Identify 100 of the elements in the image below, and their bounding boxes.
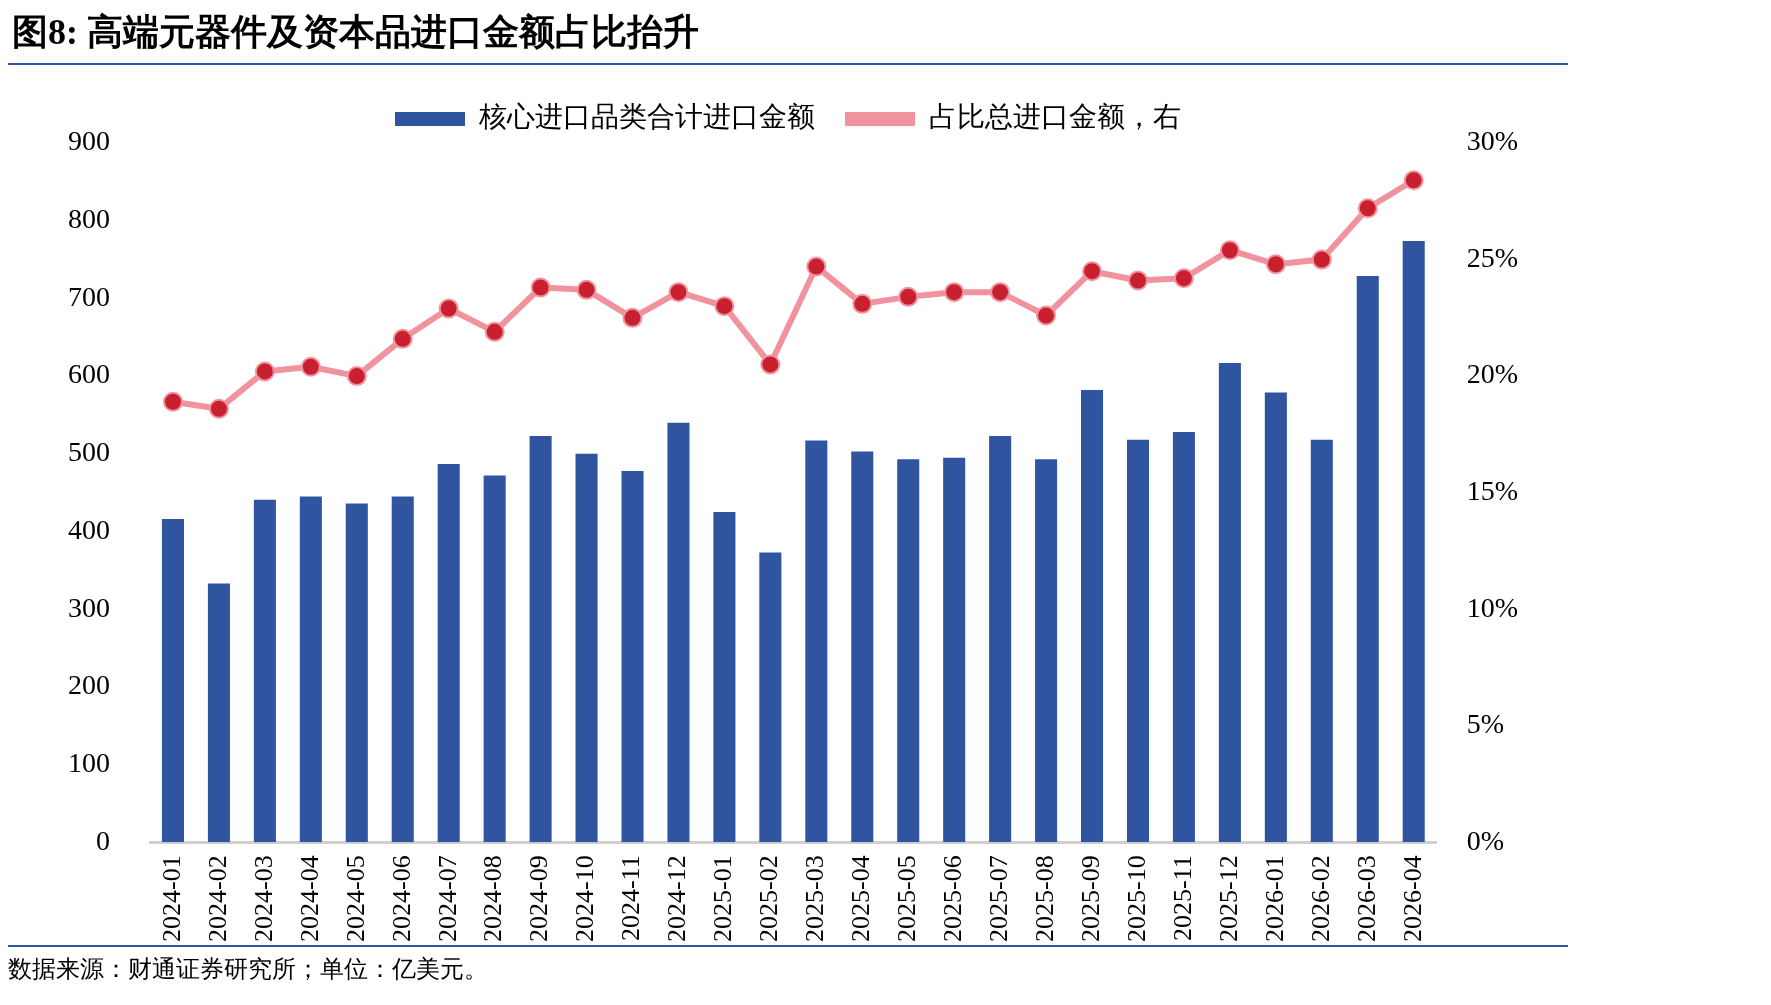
point: [990, 282, 1011, 303]
y-tick-label: 300: [68, 591, 110, 623]
bar: [805, 440, 828, 843]
point: [806, 256, 827, 277]
y2-tick-label: 15%: [1466, 475, 1518, 507]
bar: [1356, 275, 1379, 843]
x-tick-label: 2024-08: [478, 855, 508, 943]
x-tick-label: 2024-05: [340, 855, 370, 943]
y-tick-label: 600: [68, 358, 110, 390]
bar: [437, 463, 460, 843]
point: [1082, 261, 1103, 282]
point: [1265, 254, 1286, 275]
x-tick-label: 2025-12: [1213, 855, 1243, 943]
x-tick-label: 2026-03: [1351, 855, 1381, 943]
bar: [621, 470, 644, 843]
x-tick-label: 2024-09: [524, 855, 554, 943]
y2-tick-label: 5%: [1466, 708, 1504, 740]
x-tick-label: 2025-03: [800, 855, 830, 943]
x-tick-label: 2025-08: [1029, 855, 1059, 943]
x-tick-label: 2026-01: [1259, 855, 1289, 943]
point: [1357, 198, 1378, 219]
x-tick-label: 2025-11: [1167, 855, 1197, 942]
y-tick-label: 900: [68, 125, 110, 157]
x-tick-label: 2026-02: [1305, 855, 1335, 943]
point: [438, 298, 459, 319]
bar: [345, 503, 368, 843]
bar: [943, 457, 966, 843]
bar: [1218, 362, 1241, 843]
y2-tick-label: 25%: [1466, 241, 1518, 273]
legend-label: 核心进口品类合计进口金额: [478, 101, 815, 133]
point: [392, 328, 413, 349]
bar: [1081, 390, 1104, 843]
point: [208, 398, 229, 419]
point: [898, 286, 919, 307]
y-tick-label: 700: [68, 280, 110, 312]
bar: [483, 475, 506, 843]
point: [254, 361, 275, 382]
bar: [1035, 459, 1058, 843]
bar: [1310, 439, 1333, 843]
y-tick-label: 200: [68, 669, 110, 701]
chart-title: 图8: 高端元器件及资本品进口金额占比抬升: [8, 8, 1568, 65]
bar: [851, 451, 874, 843]
point: [1219, 240, 1240, 261]
x-tick-label: 2025-04: [846, 855, 876, 943]
y2-tick-label: 10%: [1466, 591, 1518, 623]
y2-tick-label: 0%: [1466, 824, 1504, 856]
y-tick-label: 0: [96, 824, 110, 856]
bar: [207, 583, 230, 843]
x-tick-label: 2025-02: [754, 855, 784, 943]
y-tick-label: 800: [68, 203, 110, 235]
point: [530, 277, 551, 298]
x-tick-label: 2025-09: [1075, 855, 1105, 943]
point: [1127, 270, 1148, 291]
y-tick-label: 500: [68, 436, 110, 468]
x-tick-label: 2025-01: [708, 855, 738, 943]
point: [668, 282, 689, 303]
point: [1403, 170, 1424, 191]
point: [714, 296, 735, 317]
y-tick-label: 400: [68, 513, 110, 545]
y-tick-label: 100: [68, 747, 110, 778]
legend-label: 占比总进口金额，右: [929, 101, 1181, 133]
y2-tick-label: 30%: [1466, 125, 1518, 157]
point: [1311, 249, 1332, 270]
bar: [253, 499, 276, 843]
x-tick-label: 2024-06: [386, 855, 416, 943]
point: [346, 366, 367, 387]
x-tick-label: 2024-01: [156, 855, 186, 943]
point: [484, 321, 505, 342]
x-tick-label: 2024-10: [570, 855, 600, 943]
point: [1036, 305, 1057, 326]
x-tick-label: 2025-05: [892, 855, 922, 943]
point: [622, 307, 643, 328]
bar: [897, 459, 920, 843]
x-tick-label: 2024-11: [616, 855, 646, 942]
x-tick-label: 2024-04: [294, 855, 324, 943]
x-tick-label: 2024-03: [248, 855, 278, 943]
x-tick-label: 2025-10: [1121, 855, 1151, 943]
bar: [299, 496, 322, 843]
bar: [575, 453, 598, 843]
bar: [989, 435, 1012, 843]
x-tick-label: 2024-12: [662, 855, 692, 943]
x-tick-label: 2026-04: [1397, 855, 1427, 943]
bar: [1402, 240, 1425, 843]
source-note: 数据来源：财通证券研究所；单位：亿美元。: [8, 955, 489, 984]
point: [1173, 268, 1194, 289]
bar: [391, 496, 414, 843]
bar: [713, 512, 736, 843]
x-tick-label: 2024-02: [202, 855, 232, 943]
point: [944, 282, 965, 303]
bar: [667, 422, 690, 843]
bar: [1264, 392, 1287, 843]
x-tick-label: 2025-07: [983, 855, 1013, 943]
bar: [529, 435, 552, 843]
point: [162, 391, 183, 412]
bar: [1126, 439, 1150, 843]
x-tick-label: 2025-06: [938, 855, 967, 943]
bar: [759, 552, 782, 843]
point: [852, 293, 873, 314]
y2-tick-label: 20%: [1466, 358, 1518, 390]
x-tick-label: 2024-07: [432, 855, 462, 943]
